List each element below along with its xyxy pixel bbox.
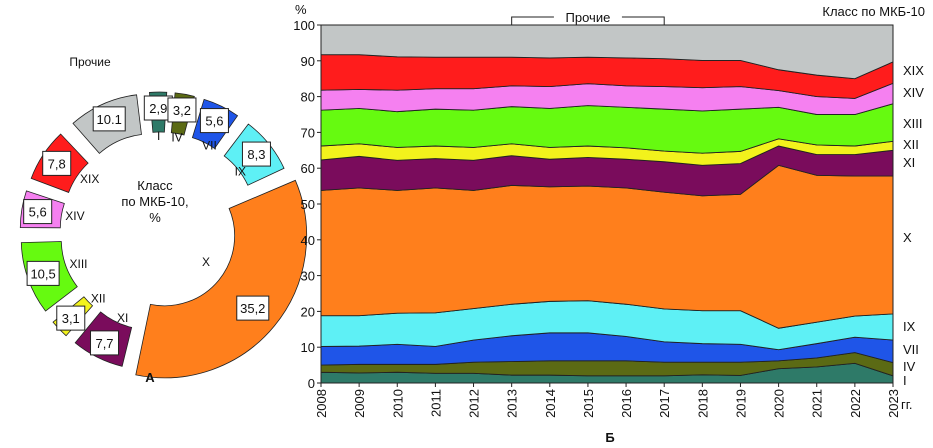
slice-class-label: I [157,129,160,143]
value-box [26,260,60,286]
donut-center-label: % [149,210,161,225]
x-tick-label: 2009 [352,389,367,418]
slice-value-label: 35,2 [240,301,265,316]
y-tick-label: 0 [308,376,315,391]
slice-value-label: 5,6 [29,205,47,220]
y-tick-label: 80 [301,90,315,105]
x-tick-label: 2008 [314,389,329,418]
value-box [92,106,126,132]
slice-class-label: XII [91,292,106,306]
x-tick-label: 2018 [695,389,710,418]
x-tick-label: 2011 [428,389,443,417]
value-box [23,199,53,225]
y-tick-label: 60 [301,161,315,176]
slice-class-label: X [202,255,210,269]
x-tick-label: 2013 [505,389,520,418]
series-label: XI [903,155,915,170]
series-label: X [903,230,912,245]
slice-value-label: 10,5 [30,266,55,281]
donut-chart: 2,9 I 3,2 IV 5,6 VII 8,3IX 35,2 X 7,7 XI 3,1 XII 10,5… [19,55,308,385]
x-axis-label: гг. [901,397,913,412]
panel-label-a: А [145,370,155,385]
series-label: I [903,373,907,388]
slice-value-label: 3,1 [62,311,80,326]
y-tick-label: 90 [301,54,315,69]
value-box [42,150,72,176]
slice-class-label: IX [235,165,246,179]
slice-value-label: 8,3 [247,147,265,162]
donut-center-label: по МКБ-10, [121,194,188,209]
x-tick-label: 2015 [581,389,596,418]
y-tick-label: 20 [301,304,315,319]
series-label: XIV [903,85,924,100]
donut-slice [135,179,308,379]
series-label: IX [903,319,916,334]
slice-value-label: 2,9 [149,101,167,116]
y-tick-label: 30 [301,269,315,284]
slice-class-label: XIX [80,172,99,186]
series-label: XII [903,137,919,152]
value-box [90,330,120,356]
slice-class-label: XI [117,311,128,325]
x-tick-label: 2017 [657,389,672,418]
value-box [236,295,270,321]
x-tick-label: 2014 [543,389,558,418]
value-box [241,141,271,167]
y-tick-label: 50 [301,197,315,212]
donut-center-label: Класс [137,178,173,193]
y-axis-label: % [295,2,307,17]
series-label: VII [903,342,919,357]
slice-value-label: 10.1 [97,112,122,127]
y-tick-label: 70 [301,125,315,140]
y-tick-label: 10 [301,340,315,355]
slice-class-label: IV [171,131,182,145]
x-tick-label: 2023 [886,389,901,418]
x-tick-label: 2016 [619,389,634,418]
value-box [199,108,229,134]
slice-class-label: Прочие [69,55,111,69]
y-tick-label: 40 [301,233,315,248]
series-label: IV [903,359,916,374]
chart-title: Класс по МКБ-10 [822,4,925,19]
x-tick-label: 2022 [848,389,863,418]
slice-value-label: 3,2 [173,103,191,118]
slice-class-label: XIV [65,209,84,223]
x-tick-label: 2012 [467,389,482,418]
slice-class-label: VII [202,139,217,153]
y-tick-label: 100 [293,18,315,33]
series-label: XIII [903,116,923,131]
x-tick-label: 2021 [810,389,825,418]
x-tick-label: 2010 [390,389,405,418]
slice-class-label: XIII [70,257,88,271]
slice-value-label: 5,6 [205,114,223,129]
series-label: XIX [903,63,924,78]
stacked-area-chart: 0 10 20 30 40 50 60 70 80 90 100 2008 2009 2010 2011 20… [293,2,925,445]
x-tick-label: 2019 [733,389,748,418]
slice-value-label: 7,8 [48,156,66,171]
panel-label-b: Б [605,430,614,445]
value-box [167,97,197,123]
annotation-label: Прочие [566,10,611,25]
annotation-bracket [511,16,665,25]
slice-value-label: 7,7 [95,336,113,351]
value-box [56,305,86,331]
x-tick-label: 2020 [772,389,787,418]
